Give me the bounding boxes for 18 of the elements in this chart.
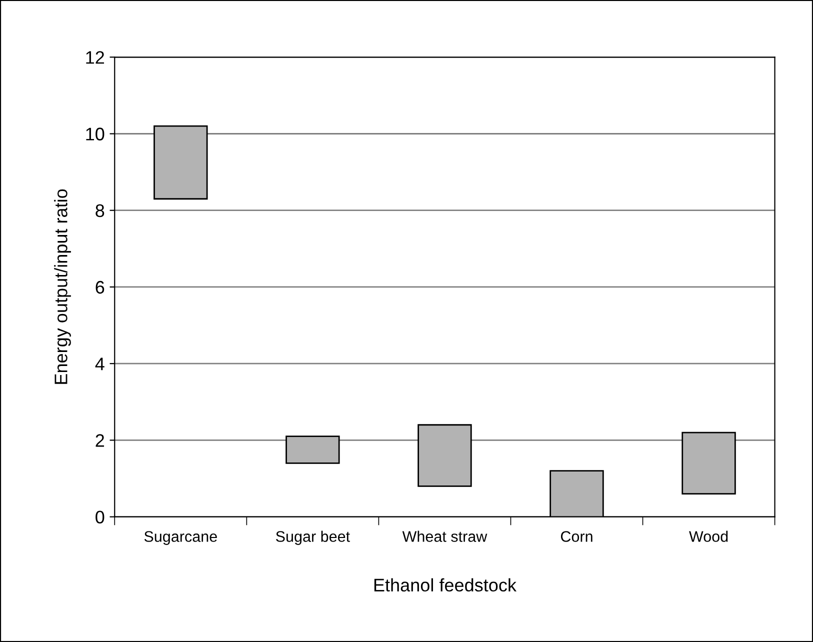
x-axis-title: Ethanol feedstock <box>374 578 517 592</box>
y-tick-label: 0 <box>96 510 104 524</box>
x-tick-label: Sugarcane <box>144 531 217 545</box>
y-axis-title: Energy output/input ratio <box>54 189 71 384</box>
y-tick-label: 2 <box>96 434 104 447</box>
bar <box>286 436 340 464</box>
bar <box>418 424 472 487</box>
x-tick-label: Sugar beet <box>276 530 350 545</box>
y-tick-label: 6 <box>96 280 104 294</box>
y-tick-label: 8 <box>96 204 104 218</box>
x-tick-label: Wood <box>689 530 728 542</box>
bar <box>682 432 736 495</box>
x-tick-label: Corn <box>560 531 592 542</box>
y-tick-label: 12 <box>86 51 104 64</box>
x-tick-label: Wheat straw <box>402 530 488 542</box>
y-tick-label: 4 <box>95 358 104 370</box>
bar <box>154 125 208 200</box>
y-tick-label: 10 <box>86 128 104 140</box>
